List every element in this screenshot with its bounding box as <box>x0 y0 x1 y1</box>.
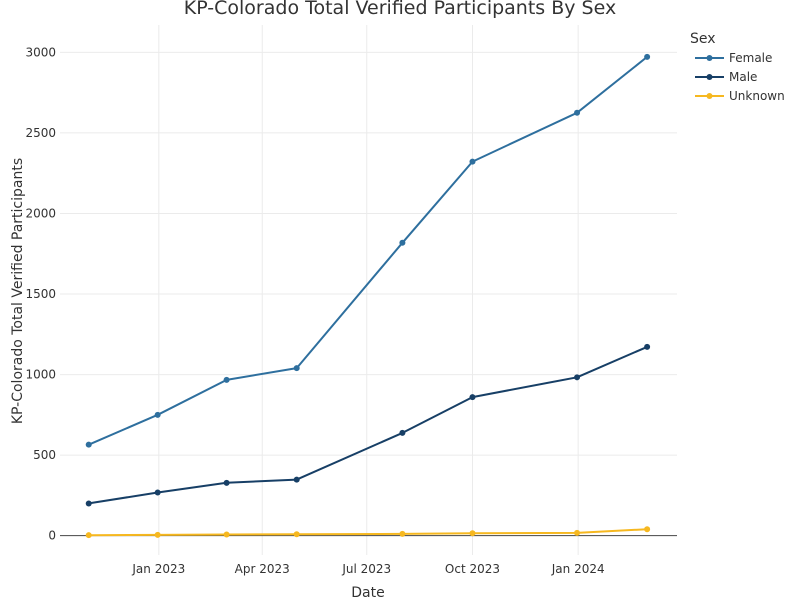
legend-item-male[interactable]: Male <box>695 70 757 84</box>
data-point[interactable] <box>154 489 161 496</box>
data-point[interactable] <box>469 158 476 165</box>
series-male[interactable] <box>85 343 651 507</box>
data-point[interactable] <box>85 532 92 539</box>
series-unknown[interactable] <box>85 526 651 539</box>
series-line <box>88 56 648 446</box>
x-tick-label: Jan 2024 <box>551 562 605 576</box>
legend-label: Male <box>729 70 757 84</box>
data-point[interactable] <box>644 526 651 533</box>
data-point[interactable] <box>293 476 300 483</box>
data-point[interactable] <box>574 529 581 536</box>
data-point[interactable] <box>399 530 406 537</box>
y-tick-label: 3000 <box>25 45 56 59</box>
y-tick-label: 0 <box>48 529 56 543</box>
y-tick-label: 1500 <box>25 287 56 301</box>
y-axis-title: KP-Colorado Total Verified Participants <box>10 158 26 424</box>
chart-title: KP-Colorado Total Verified Participants … <box>184 0 616 19</box>
data-point[interactable] <box>574 374 581 381</box>
x-axis-title: Date <box>351 585 384 600</box>
y-tick-label: 1000 <box>25 368 56 382</box>
y-tick-label: 2500 <box>25 126 56 140</box>
legend-marker <box>706 55 713 61</box>
series-line <box>88 345 648 505</box>
series-female[interactable] <box>85 53 651 448</box>
legend[interactable]: Sex Female Male Unknown <box>690 31 785 103</box>
series-line <box>88 528 648 537</box>
data-point[interactable] <box>574 109 581 116</box>
data-point[interactable] <box>399 429 406 436</box>
data-point[interactable] <box>85 500 92 507</box>
data-point[interactable] <box>223 479 230 486</box>
data-point[interactable] <box>469 394 476 401</box>
x-tick-label: Jan 2023 <box>131 562 185 576</box>
data-point[interactable] <box>469 530 476 537</box>
legend-title: Sex <box>690 31 716 47</box>
x-tick-label: Apr 2023 <box>235 562 290 576</box>
data-point[interactable] <box>85 441 92 448</box>
data-point[interactable] <box>399 239 406 246</box>
y-tick-label: 2000 <box>25 206 56 220</box>
data-point[interactable] <box>644 343 651 350</box>
legend-marker <box>706 93 713 99</box>
data-point[interactable] <box>154 531 161 538</box>
axes: Jan 2023 Apr 2023 Jul 2023 Oct 2023 Jan 2024… <box>25 45 604 576</box>
legend-label: Female <box>729 51 772 65</box>
data-point[interactable] <box>293 531 300 538</box>
legend-marker <box>706 74 713 80</box>
x-tick-label: Oct 2023 <box>445 562 500 576</box>
y-tick-label: 500 <box>33 448 56 462</box>
data-point[interactable] <box>644 53 651 60</box>
legend-label: Unknown <box>729 89 785 103</box>
data-point[interactable] <box>223 376 230 383</box>
data-point[interactable] <box>223 531 230 538</box>
x-tick-label: Jul 2023 <box>341 562 391 576</box>
data-point[interactable] <box>293 365 300 372</box>
grid <box>60 25 677 555</box>
legend-item-unknown[interactable]: Unknown <box>695 89 785 103</box>
plot-area <box>85 53 651 539</box>
legend-item-female[interactable]: Female <box>695 51 772 65</box>
data-point[interactable] <box>154 411 161 418</box>
